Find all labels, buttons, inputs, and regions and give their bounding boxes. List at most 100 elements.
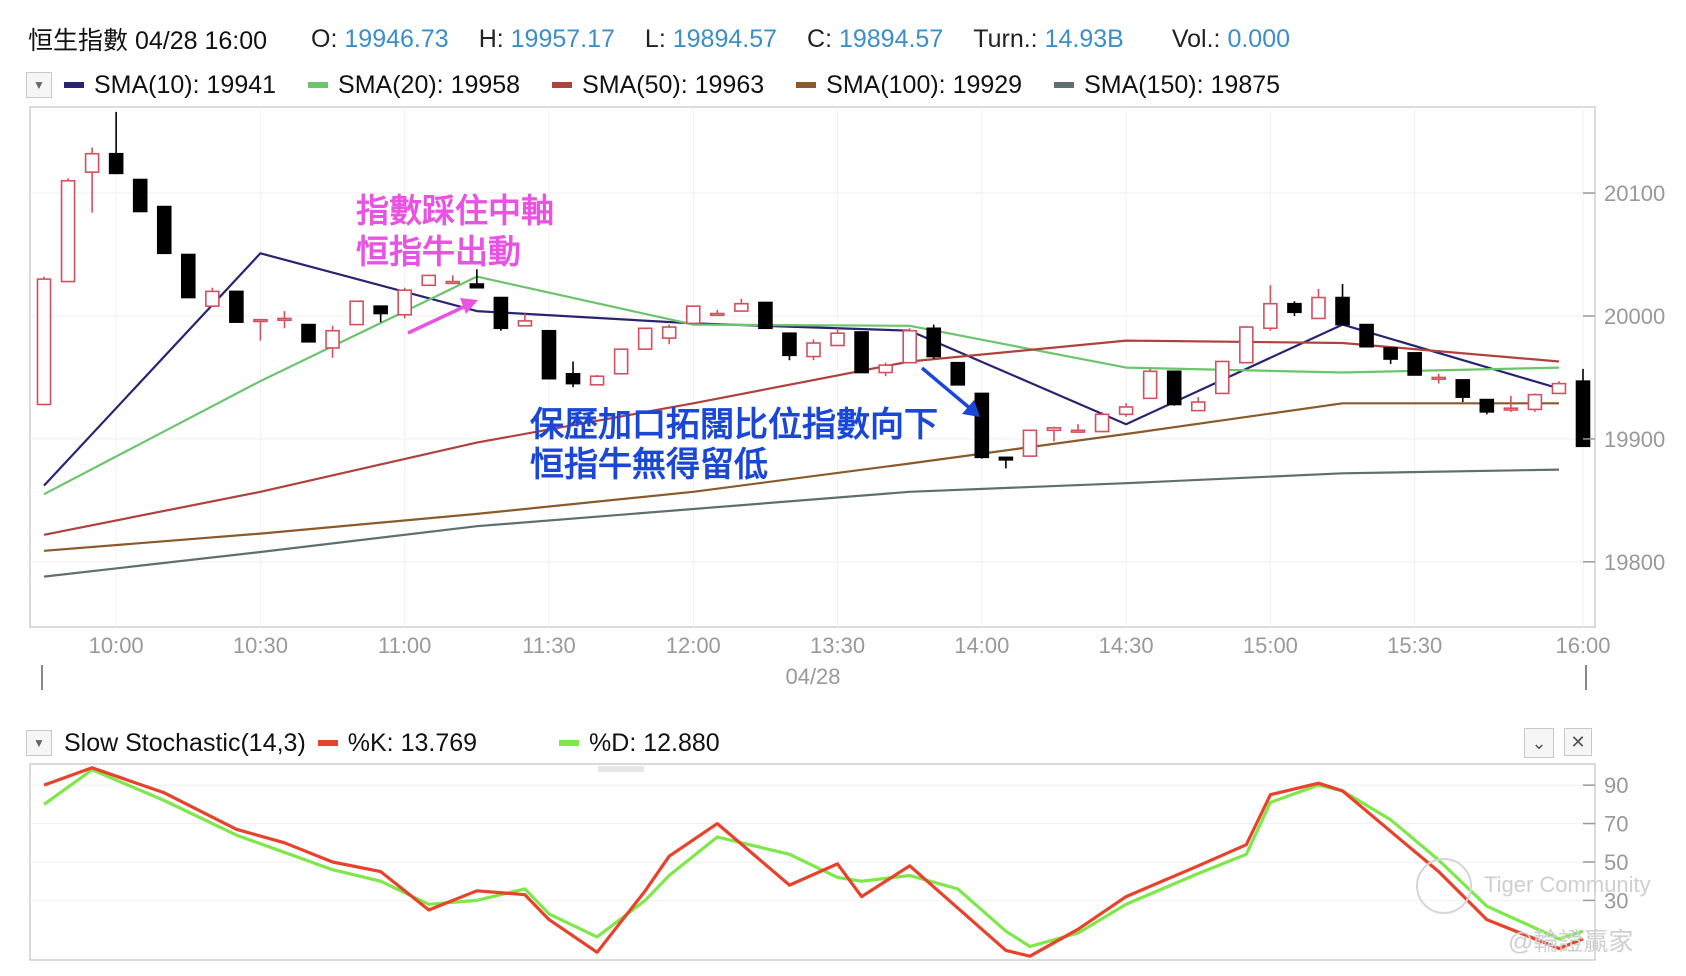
candle-bullish xyxy=(349,300,364,326)
stochastic-tick-label: 70 xyxy=(1604,812,1628,837)
candle-bullish xyxy=(60,179,76,283)
candle-bullish xyxy=(1070,429,1086,433)
candle-bullish xyxy=(806,342,821,358)
candle-bearish xyxy=(854,331,869,374)
candle-bullish xyxy=(84,152,100,173)
candle-bearish xyxy=(1455,379,1471,398)
legend-label: SMA(50): 19963 xyxy=(582,70,765,99)
legend-swatch xyxy=(796,82,817,88)
candle-bullish xyxy=(1190,401,1206,412)
candle-bullish xyxy=(1214,360,1230,395)
candle-bullish xyxy=(1263,302,1278,330)
legend-swatch xyxy=(1054,82,1075,88)
legend-swatch xyxy=(559,740,580,746)
candle-bearish xyxy=(1287,302,1302,314)
quote-header: 恒生指數 04/28 16:00 O: 19946.73 H: 19957.17… xyxy=(28,22,1320,56)
time-tick-label: 15:00 xyxy=(1243,633,1298,658)
legend-label: %D: 12.880 xyxy=(589,728,720,757)
candle-bullish xyxy=(1022,429,1038,457)
author-watermark-text: @輪證贏家 xyxy=(1508,928,1634,956)
candle-bearish xyxy=(974,392,990,459)
candle-bullish xyxy=(685,305,701,325)
close-panel-button[interactable]: ✕ xyxy=(1564,728,1592,756)
stochastic-dropdown-button[interactable]: ▼ xyxy=(26,730,52,756)
price-tick-label: 19800 xyxy=(1604,550,1665,575)
volume-value: 0.000 xyxy=(1227,24,1290,53)
candle-bullish xyxy=(710,312,725,317)
candle-bullish xyxy=(1118,406,1134,416)
candle-bullish xyxy=(253,318,268,323)
candle-bullish xyxy=(1094,413,1110,433)
candle-bullish xyxy=(1239,326,1254,364)
candle-bearish xyxy=(1166,370,1182,406)
candle-bullish xyxy=(1551,382,1567,395)
candle-bearish xyxy=(1407,352,1422,376)
candle-bearish xyxy=(998,456,1014,461)
candle-bullish xyxy=(1142,370,1158,400)
time-x-axis: 10:00 10:30 11:00 11:30 12:00 13:30 14:00 14:30… xyxy=(89,633,1611,658)
candle-bearish xyxy=(1479,398,1495,413)
time-tick-label: 10:00 xyxy=(89,633,144,658)
ma-line-sma100 xyxy=(43,402,1559,552)
price-tick-label: 20100 xyxy=(1604,181,1665,206)
candle-bullish xyxy=(878,364,893,374)
candle-bearish xyxy=(950,361,966,386)
x-date-label: 04/28 xyxy=(785,664,840,689)
legend-sma150: SMA(150): 19875 xyxy=(1054,71,1280,100)
quote-title: 恒生指數 04/28 16:00 xyxy=(28,21,267,57)
volume-label: Vol.: xyxy=(1171,24,1221,53)
low-value: 19894.57 xyxy=(672,24,778,53)
stochastic-legend: ▼ Slow Stochastic(14,3) %K: 13.769 %D: 1… xyxy=(26,726,752,760)
candle-bullish xyxy=(421,274,437,287)
open-value: 19946.73 xyxy=(344,24,449,53)
candle-bearish xyxy=(373,305,388,315)
close-value: 19894.57 xyxy=(838,24,944,53)
blue-annotation-line2: 恒指牛無得留低 xyxy=(530,446,768,484)
tiger-watermark-text: Tiger Community xyxy=(1484,872,1651,897)
pink-annotation-line1: 指數踩住中軸 xyxy=(356,192,554,229)
candle-bearish xyxy=(180,253,196,299)
candle-bearish xyxy=(132,178,148,213)
stochastic-tick-label: 90 xyxy=(1604,773,1628,798)
candle-bullish xyxy=(277,317,292,322)
time-tick-label: 15:30 xyxy=(1387,633,1442,658)
panel-resize-handle[interactable] xyxy=(598,766,644,772)
candlesticks xyxy=(36,111,1591,469)
chevron-down-icon: ⌄ xyxy=(1531,732,1547,753)
candle-bullish xyxy=(1527,393,1543,411)
time-tick-label: 11:30 xyxy=(522,633,575,658)
candle-bearish xyxy=(565,372,581,385)
candle-bullish xyxy=(1046,427,1062,432)
candle-bullish xyxy=(1311,296,1326,320)
price-y-axis: 19800 19900 20000 20100 xyxy=(1583,181,1665,575)
candle-bullish xyxy=(36,278,52,406)
stochastic-line-d xyxy=(43,768,1584,949)
legend-swatch xyxy=(308,82,329,88)
stochastic-panel-controls: ⌄ ✕ xyxy=(1524,728,1592,758)
time-tick-label: 14:00 xyxy=(954,633,1009,658)
legend-swatch xyxy=(552,82,573,88)
time-tick-label: 12:00 xyxy=(666,633,721,658)
legend-d: %D: 12.880 xyxy=(559,729,720,758)
candle-bullish xyxy=(445,280,461,285)
close-icon: ✕ xyxy=(1570,731,1586,752)
sma-legend: ▼ SMA(10): 19941 SMA(20): 19958 SMA(50):… xyxy=(26,68,1312,102)
collapse-panel-button[interactable]: ⌄ xyxy=(1524,728,1554,758)
candle-bullish xyxy=(205,290,220,307)
ma-line-sma150 xyxy=(43,468,1560,578)
price-tick-label: 19900 xyxy=(1604,427,1665,452)
triangle-down-icon: ▼ xyxy=(33,736,45,750)
legend-swatch xyxy=(317,740,338,746)
legend-swatch xyxy=(64,82,84,88)
ma-line-sma20 xyxy=(43,275,1560,496)
pink-annotation-line2: 恒指牛出動 xyxy=(356,233,521,270)
candle-bearish xyxy=(541,329,557,380)
blue-annotation-line1: 保歷加口拓闊比位指數向下 xyxy=(530,406,938,444)
high-label: H: xyxy=(478,24,504,53)
legend-label: %K: 13.769 xyxy=(347,728,478,757)
main-panel-dropdown-button[interactable]: ▼ xyxy=(26,72,52,98)
time-tick-label: 10:30 xyxy=(233,633,288,658)
legend-sma20: SMA(20): 19958 xyxy=(308,71,520,100)
ma-line-sma10 xyxy=(43,252,1560,487)
